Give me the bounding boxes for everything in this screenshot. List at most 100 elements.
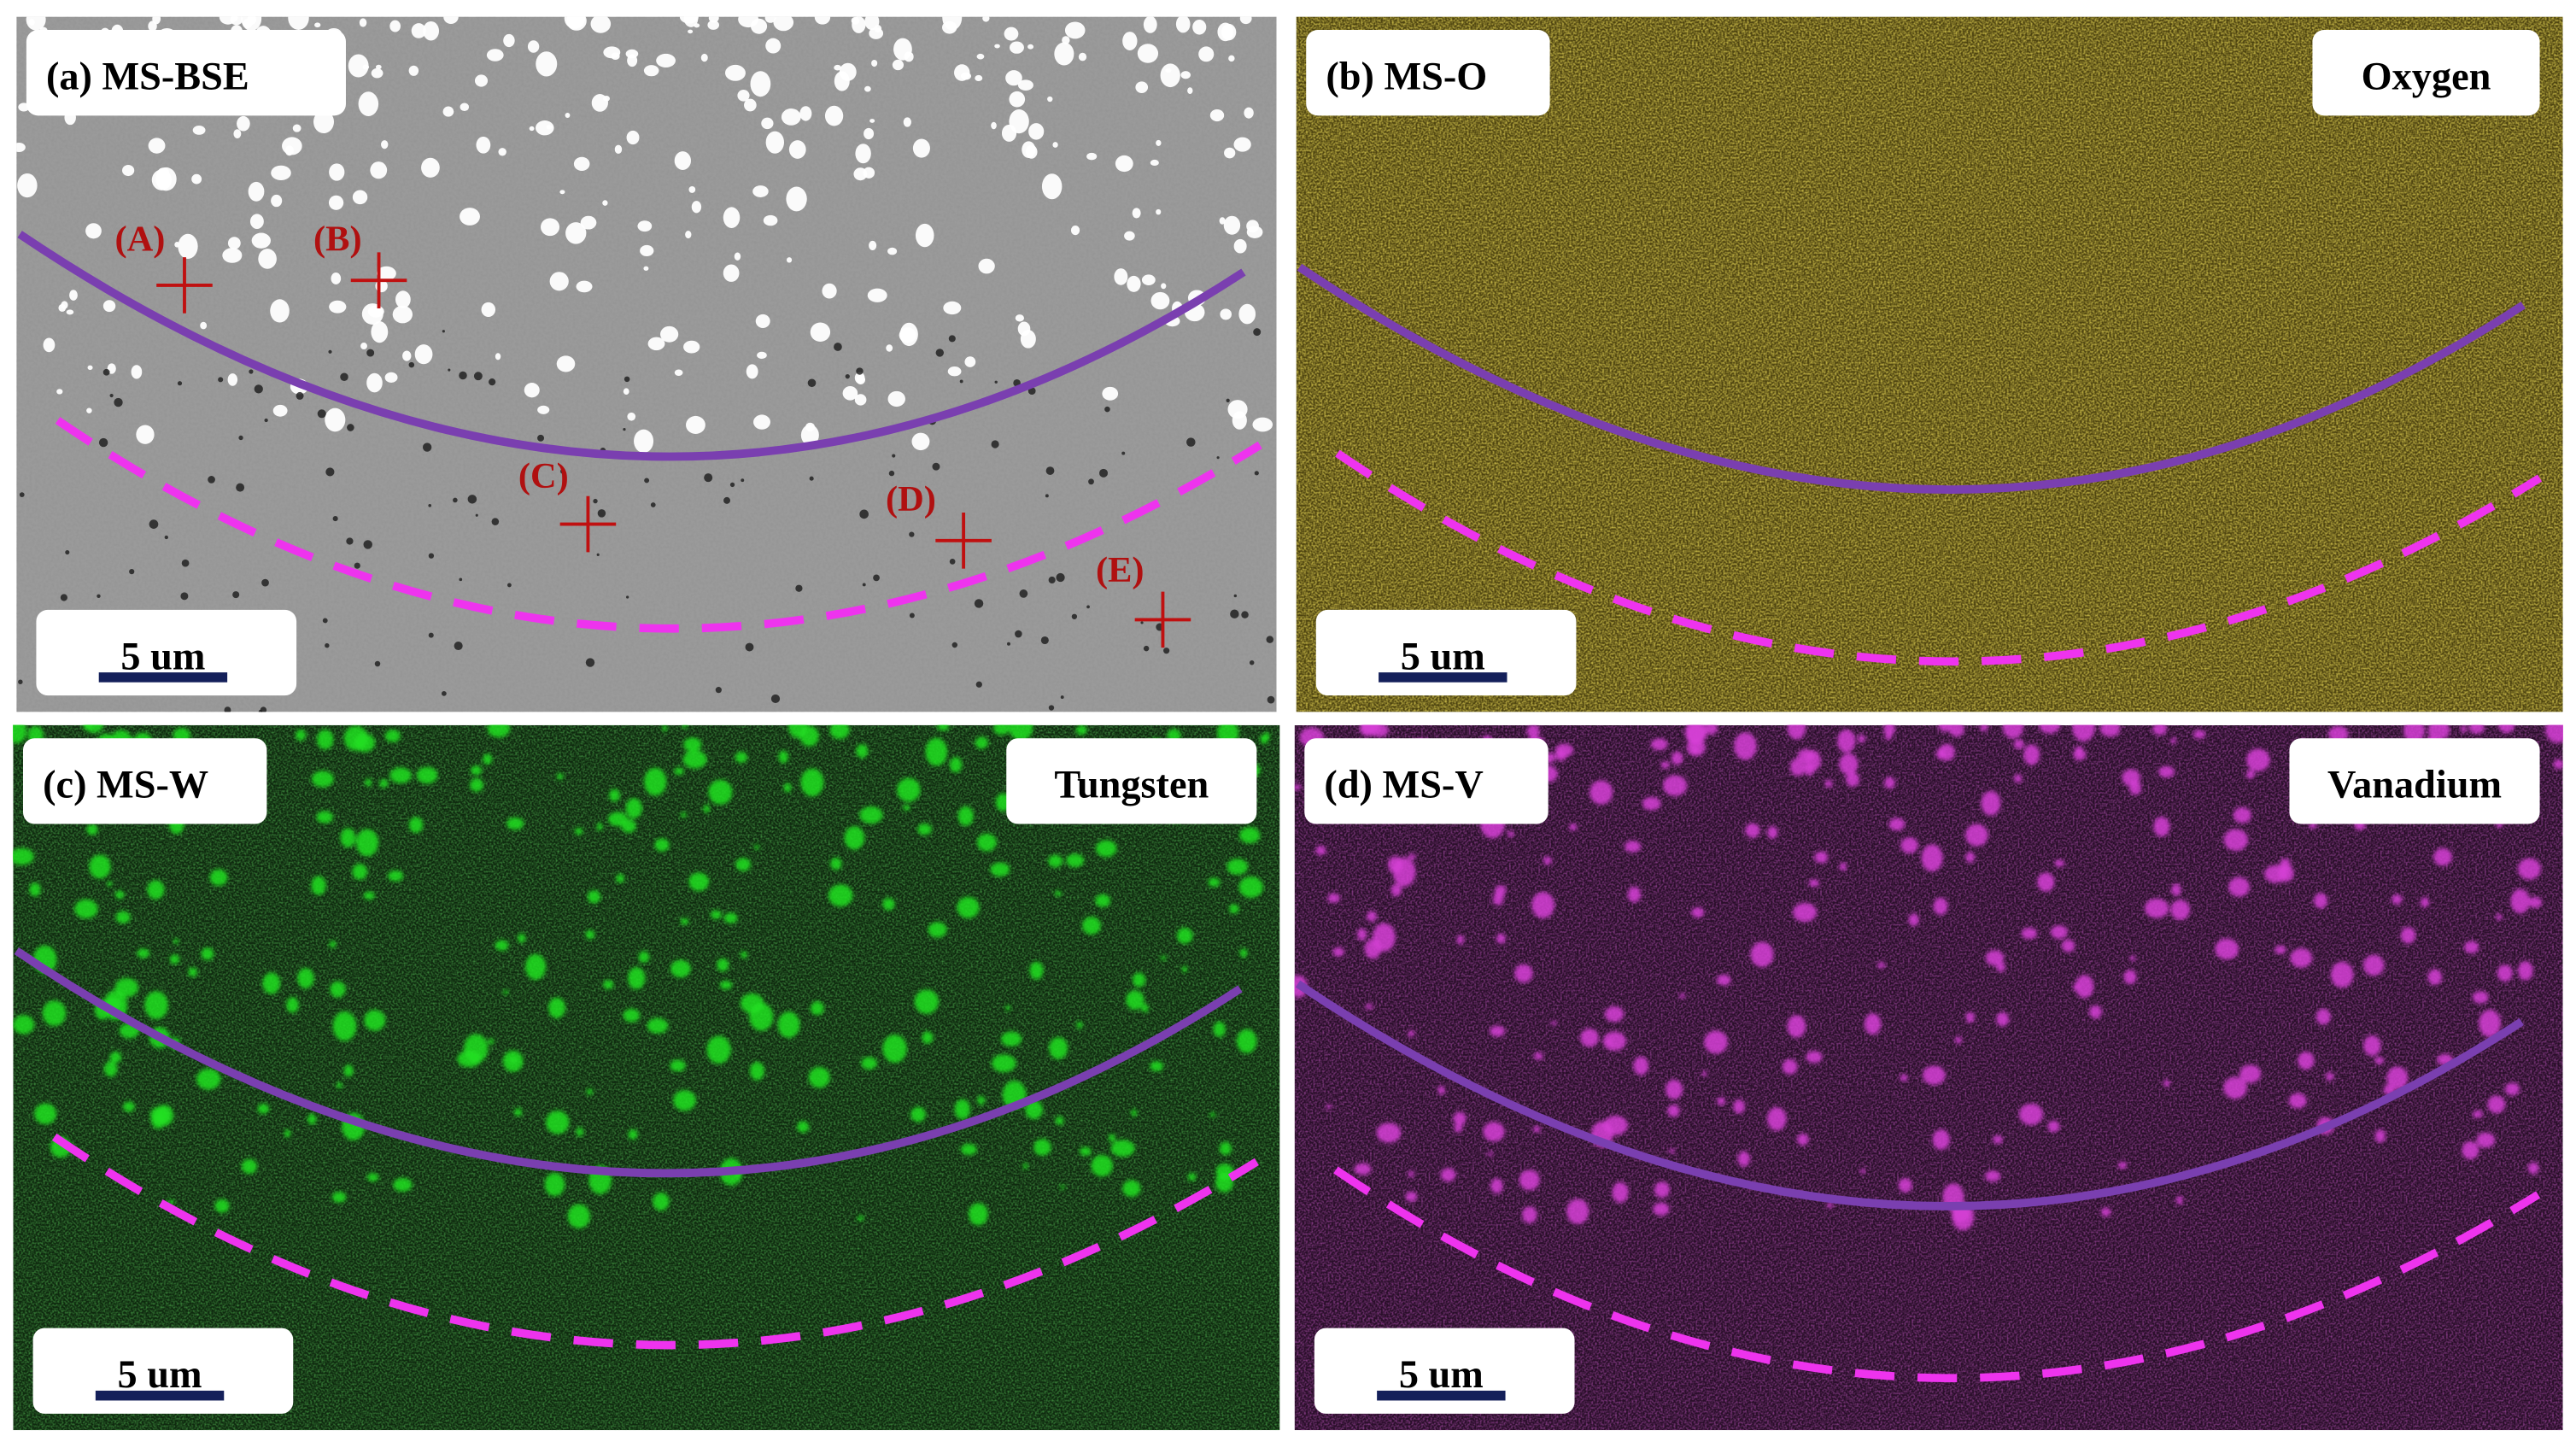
particle [384,372,398,383]
particle [1993,1134,2003,1144]
particle [723,207,741,228]
particle [839,62,857,81]
particle [1127,275,1141,292]
particle [1004,1005,1011,1011]
particle [587,890,601,904]
pore [597,509,606,518]
particle [576,1127,584,1137]
particle [2315,1008,2331,1025]
particle [781,108,801,126]
particle [565,222,587,244]
particle [859,806,883,824]
particle [2233,806,2252,824]
particle [371,67,383,79]
particle [332,1011,357,1041]
particle [233,129,242,139]
particle [1766,1106,1787,1131]
particle [2517,960,2533,981]
boundary-solid [1295,980,2524,1210]
pore [1056,572,1065,583]
particle [1160,955,1167,961]
particle [402,350,412,361]
particle [545,1110,570,1134]
boundary-dashed [1335,449,2543,666]
particle [844,826,865,850]
particle [765,131,785,154]
particle [656,53,676,67]
particle [1354,1163,1372,1175]
particle [611,52,620,60]
particle [2144,898,2169,918]
pore [374,660,381,667]
particle [1246,220,1259,233]
particle [2462,1140,2479,1160]
particle [867,288,887,302]
particle [495,940,509,951]
particle [379,779,389,788]
pore [180,592,189,601]
particle [325,407,346,432]
particle [2498,724,2515,734]
particle [2239,1064,2262,1083]
particle [960,72,972,80]
particle [643,65,659,77]
particle [643,767,667,796]
particle [2487,1095,2506,1114]
particle [1965,851,1976,864]
pore [745,642,754,652]
particle [1141,274,1156,285]
particle [764,16,776,23]
pore [1007,642,1010,646]
particle [329,300,347,314]
particle [460,103,470,112]
particle [1654,1181,1670,1199]
pore [723,496,730,504]
pore [366,349,375,357]
particle [502,1050,524,1072]
particle [1327,893,1340,903]
particle [1005,70,1022,86]
particle [536,51,558,77]
particle [316,811,334,824]
particle [155,1105,174,1126]
particle [869,240,877,251]
particle [311,771,334,788]
particle [723,912,738,924]
scale-bar [95,1390,225,1401]
particle [476,136,491,154]
particle [1808,879,1819,888]
pore [892,454,896,458]
particle [517,933,526,943]
particle [1027,44,1034,50]
pore [1163,648,1170,654]
particle [887,390,905,407]
pore [428,553,435,559]
particle [976,53,985,60]
particle [662,724,668,732]
particle [799,725,819,747]
particle [1022,1163,1028,1169]
particle [524,383,540,398]
particle [1408,853,1416,860]
particle [710,910,722,919]
particle [1543,856,1552,865]
particle [2473,1110,2483,1118]
particle [188,967,198,977]
particle [288,16,309,30]
pore [260,706,267,712]
particle [1176,927,1193,944]
particle [585,929,595,940]
pore [856,367,864,375]
point-label: (A) [114,219,165,259]
particle [1569,823,1578,831]
particle [1078,52,1087,62]
particle [2504,1082,2520,1096]
pore [559,469,565,474]
particle [734,252,741,261]
particle [222,248,243,263]
pore [994,380,998,384]
particle [1981,790,2001,816]
particle [904,51,914,62]
particle [1025,1099,1044,1120]
pore [164,535,168,540]
